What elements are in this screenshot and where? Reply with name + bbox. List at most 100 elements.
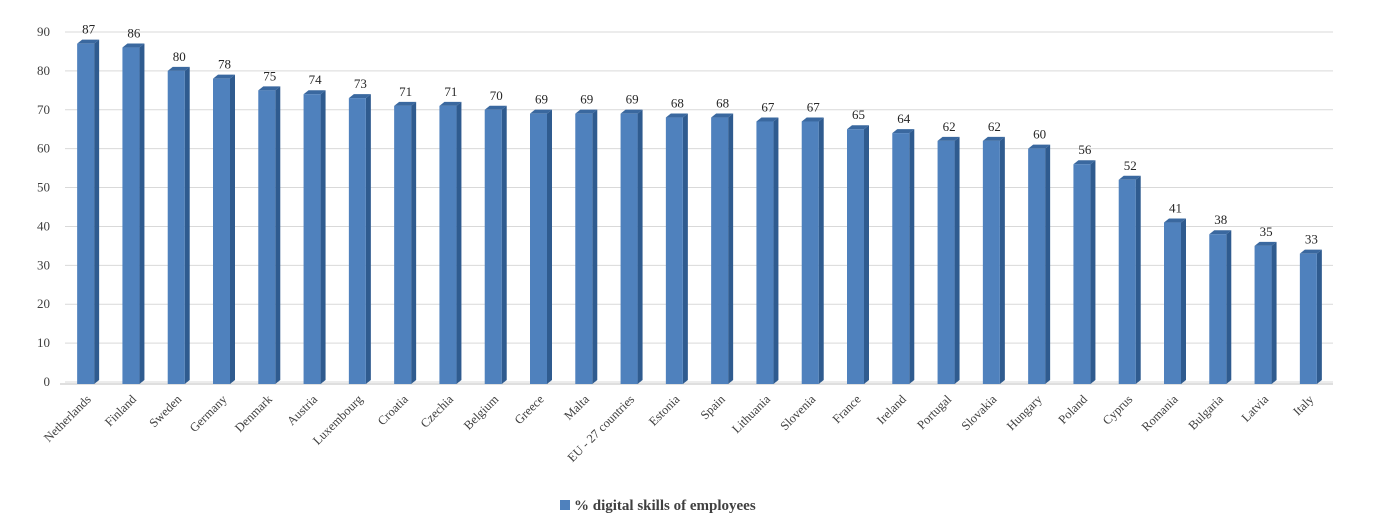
bar-top [665, 113, 688, 118]
data-label: 64 [897, 111, 911, 126]
x-tick-label: Cyprus [1100, 392, 1136, 428]
data-label: 33 [1305, 232, 1318, 247]
bar-side [818, 117, 824, 384]
bar [1028, 148, 1046, 384]
bar-side [456, 101, 462, 384]
bar [484, 109, 502, 385]
data-label: 70 [490, 88, 503, 103]
bar-top [258, 86, 281, 91]
data-label: 60 [1033, 127, 1046, 142]
bar-top [982, 136, 1005, 141]
data-label: 87 [82, 22, 96, 37]
bar-side [1181, 218, 1186, 384]
data-label: 69 [626, 92, 639, 107]
data-label: 67 [807, 99, 821, 114]
y-tick-label: 30 [37, 257, 50, 272]
x-tick-label: Austria [284, 392, 320, 428]
x-tick-label: Malta [561, 392, 592, 423]
bar-side [682, 113, 688, 385]
x-tick-label: Estonia [646, 392, 683, 429]
bars: 87 86 80 78 75 74 73 71 71 70 69 69 69 68 68 67 67 65 64 62… [77, 22, 1322, 385]
data-label: 68 [671, 96, 684, 111]
x-tick-label: Belgium [461, 392, 502, 433]
bar [620, 113, 638, 385]
x-tick-label: Latvia [1239, 392, 1272, 425]
data-label: 80 [173, 49, 186, 64]
x-tick-label: Czechia [418, 392, 457, 431]
bar-side [999, 136, 1005, 384]
bar-side [728, 113, 734, 385]
bar-side [1226, 230, 1232, 384]
bar [530, 113, 547, 385]
data-label: 52 [1124, 158, 1137, 173]
bar-side [592, 109, 598, 385]
x-tick-label: Slovakia [959, 392, 1000, 433]
x-tick-label: Hungary [1004, 392, 1045, 433]
x-tick-label: Greece [512, 392, 547, 427]
x-tick-label: Finland [102, 392, 139, 429]
bar [303, 94, 321, 384]
bar-side [365, 94, 371, 384]
bar-top [1299, 249, 1322, 254]
bar-side [909, 129, 915, 384]
x-tick-label: Croatia [375, 392, 411, 428]
bar [1254, 245, 1272, 384]
x-tick-label: Portugal [914, 392, 954, 432]
bar-top [303, 90, 326, 95]
bar [1164, 222, 1181, 384]
bar [575, 113, 593, 385]
bar-side [1135, 175, 1141, 384]
y-tick-label: 40 [37, 218, 50, 233]
bar-side [1090, 160, 1096, 384]
bar-top [213, 74, 235, 79]
data-label: 41 [1169, 201, 1182, 216]
bar [982, 140, 1000, 384]
x-tick-label: France [830, 392, 864, 426]
bar [348, 98, 366, 384]
data-label: 35 [1260, 224, 1273, 239]
bar-top [77, 39, 100, 44]
bar [1118, 179, 1136, 384]
bar-side [320, 90, 326, 384]
bar-top [122, 43, 145, 48]
bar-side [1316, 249, 1322, 384]
data-label: 71 [444, 84, 457, 99]
bar-top [394, 101, 417, 106]
bar-top [439, 101, 462, 106]
legend-label: % digital skills of employees [574, 498, 756, 514]
y-axis: 0 10 20 30 40 50 60 70 80 90 [37, 24, 50, 389]
legend-swatch [560, 500, 570, 510]
bar [847, 129, 864, 384]
bar-top [711, 113, 734, 118]
bar-top [937, 136, 960, 141]
data-label: 75 [263, 68, 276, 83]
bar [1073, 164, 1091, 384]
x-tick-label: Slovenia [778, 392, 819, 433]
x-tick-label: Denmark [232, 392, 275, 435]
x-tick-label: Lithuania [729, 392, 773, 436]
y-tick-label: 80 [37, 63, 50, 78]
bar-side [864, 125, 869, 384]
bar-top [801, 117, 824, 122]
bar-top [530, 109, 552, 114]
bar-side [773, 117, 779, 384]
y-tick-label: 60 [37, 141, 50, 156]
bar-top [1073, 160, 1096, 165]
bar [394, 105, 412, 384]
bar-side [139, 43, 145, 385]
bar [122, 47, 140, 385]
bar-side [411, 101, 417, 384]
bar-top [348, 94, 371, 99]
bar-top [756, 117, 779, 122]
x-tick-label: Bulgaria [1186, 392, 1227, 433]
bar [167, 70, 185, 384]
legend: % digital skills of employees [560, 498, 756, 514]
data-label: 56 [1078, 142, 1092, 157]
x-tick-label: Ireland [874, 392, 909, 427]
data-label: 38 [1214, 212, 1227, 227]
data-label: 62 [943, 119, 956, 134]
bar-top [1028, 144, 1051, 149]
data-label: 86 [127, 26, 141, 41]
y-tick-label: 0 [44, 374, 51, 389]
